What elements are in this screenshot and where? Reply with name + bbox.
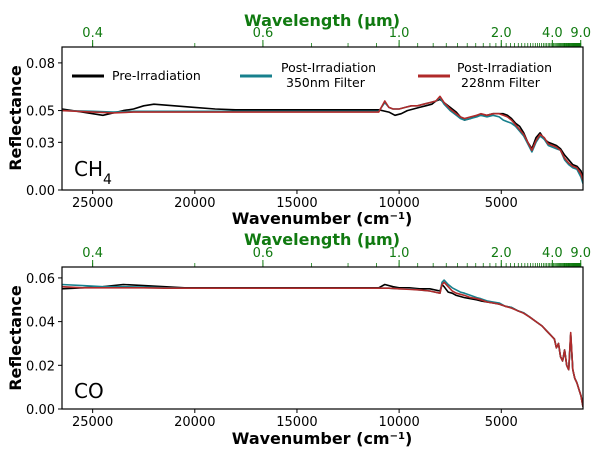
y-tick-label: 0.00: [26, 184, 55, 199]
x-tick-label: 20000: [174, 196, 215, 211]
legend-label-350nm-1: Post-Irradiation: [281, 60, 376, 75]
x-axis-label: Wavenumber (cm−1): [232, 429, 413, 448]
top-tick-label: 4.0: [542, 246, 563, 261]
y-tick-label: 0.04: [26, 316, 55, 331]
legend-label-pre: Pre-Irradiation: [112, 68, 201, 83]
legend: Pre-Irradiation Post-Irradiation 350nm F…: [72, 60, 552, 90]
y-tick-label: 0.08: [26, 57, 55, 72]
ch4-panel: Wavelength (μm) 0.4 0.6 1.0 2.0 4.0 9.0 0.000…: [6, 11, 591, 228]
x-axis-ticks: 25000 20000 15000 10000 5000: [72, 190, 518, 211]
x-tick-label: 25000: [72, 415, 113, 430]
x-axis-ticks: 25000 20000 15000 10000 5000: [72, 409, 518, 430]
y-axis-label: Reflectance: [6, 65, 25, 171]
co-series: [62, 279, 583, 407]
top-axis-title: Wavelength (μm): [244, 11, 400, 30]
top-tick-label: 9.0: [570, 246, 591, 261]
x-tick-label: 20000: [174, 415, 215, 430]
y-tick-label: 0.00: [26, 403, 55, 418]
legend-label-350nm-2: 350nm Filter: [286, 75, 366, 90]
ch4-series: [62, 95, 583, 184]
ch4-plot-frame: [61, 46, 584, 191]
top-axis-ticks: 0.4 0.6 1.0 2.0 4.0 9.0: [82, 26, 591, 47]
y-tick-label: 0.03: [26, 136, 55, 151]
y-axis-ticks: 0.00 0.02 0.04 0.06: [26, 272, 62, 418]
top-axis-ticks: 0.4 0.6 1.0 2.0 4.0 9.0: [82, 246, 591, 267]
panel-label-ch4: CH4: [74, 157, 112, 188]
top-tick-label: 2.0: [491, 246, 512, 261]
x-tick-label: 15000: [276, 415, 317, 430]
top-tick-label: 2.0: [491, 26, 512, 41]
panel-label-co: CO: [74, 379, 104, 403]
y-tick-label: 0.02: [26, 359, 55, 374]
x-tick-label: 5000: [485, 196, 518, 211]
top-tick-label: 0.6: [253, 246, 274, 261]
top-tick-label: 1.0: [389, 26, 410, 41]
y-tick-label: 0.06: [26, 272, 55, 287]
top-tick-label: 1.0: [389, 246, 410, 261]
top-tick-label: 0.6: [253, 26, 274, 41]
top-axis-title: Wavelength (μm): [244, 230, 400, 249]
legend-label-228nm-1: Post-Irradiation: [457, 60, 552, 75]
series-line-f228: [62, 95, 583, 181]
co-plot-frame: [61, 266, 584, 410]
series-line-f228: [62, 281, 583, 407]
top-tick-label: 0.4: [82, 26, 103, 41]
top-tick-label: 4.0: [542, 26, 563, 41]
top-tick-label: 9.0: [570, 26, 591, 41]
y-axis-label: Reflectance: [6, 285, 25, 391]
co-panel: Wavelength (μm) 0.4 0.6 1.0 2.0 4.0 9.0 0.000…: [6, 230, 591, 448]
x-tick-label: 5000: [485, 415, 518, 430]
x-tick-label: 10000: [378, 415, 419, 430]
y-axis-ticks: 0.00 0.03 0.05 0.08: [26, 57, 62, 199]
x-tick-label: 15000: [276, 196, 317, 211]
top-tick-label: 0.4: [82, 246, 103, 261]
x-tick-label: 10000: [378, 196, 419, 211]
x-axis-label: Wavenumber (cm−1): [232, 209, 413, 228]
x-tick-label: 25000: [72, 196, 113, 211]
y-tick-label: 0.05: [26, 105, 55, 120]
legend-label-228nm-2: 228nm Filter: [461, 75, 541, 90]
